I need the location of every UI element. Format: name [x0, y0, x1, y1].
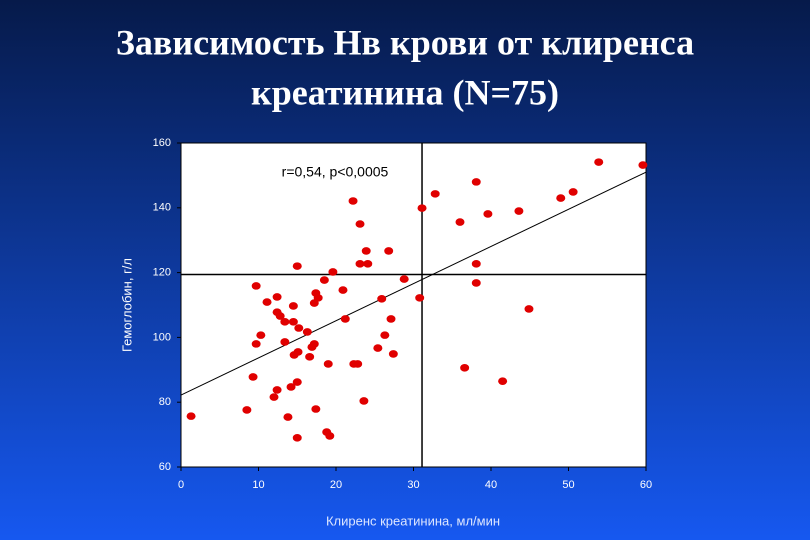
plot-area — [181, 143, 646, 467]
point — [313, 294, 323, 302]
point — [430, 190, 440, 198]
point — [355, 220, 365, 228]
point — [415, 294, 425, 302]
point — [288, 318, 298, 326]
y-tick-label: 60 — [159, 461, 171, 473]
point — [373, 344, 383, 352]
point — [524, 305, 534, 313]
point — [363, 260, 373, 268]
point — [309, 340, 319, 348]
point — [292, 262, 302, 270]
point — [377, 295, 387, 303]
point — [399, 275, 409, 283]
point — [514, 207, 524, 215]
point — [471, 178, 481, 186]
point — [359, 397, 369, 405]
point — [594, 158, 604, 166]
x-tick-label: 30 — [407, 479, 419, 491]
point — [186, 412, 196, 420]
point — [311, 405, 321, 413]
x-tick-label: 20 — [330, 479, 342, 491]
title-line: креатинина (N=75) — [251, 72, 559, 112]
point — [280, 318, 290, 326]
point — [269, 393, 279, 401]
point — [292, 434, 302, 442]
point — [417, 204, 427, 212]
point — [568, 188, 578, 196]
point — [292, 378, 302, 386]
point — [256, 331, 266, 339]
y-tick-label: 140 — [153, 202, 171, 214]
y-axis-title: Гемоглобин, г/л — [119, 258, 134, 352]
x-tick-label: 10 — [252, 479, 264, 491]
point — [288, 302, 298, 310]
point — [319, 276, 329, 284]
point — [353, 360, 363, 368]
point — [248, 373, 258, 381]
point — [251, 340, 261, 348]
point — [340, 315, 350, 323]
x-axis-title: Клиренс креатинина, мл/мин — [326, 513, 500, 528]
point — [242, 406, 252, 414]
y-tick-label: 160 — [153, 137, 171, 149]
title-line: Зависимость Нв крови от клиренса — [116, 22, 694, 62]
point — [483, 210, 493, 218]
point — [355, 260, 365, 268]
point — [361, 247, 371, 255]
point — [294, 324, 304, 332]
point — [338, 286, 348, 294]
point — [305, 353, 315, 361]
point — [280, 338, 290, 346]
point — [283, 413, 293, 421]
point — [286, 383, 296, 391]
point — [455, 218, 465, 226]
x-tick-label: 0 — [178, 479, 184, 491]
point — [275, 312, 285, 320]
point — [638, 161, 648, 169]
point — [328, 268, 338, 276]
point — [325, 432, 335, 440]
point — [293, 348, 303, 356]
y-tick-label: 100 — [153, 331, 171, 343]
point — [498, 377, 508, 385]
point — [302, 328, 312, 336]
x-tick-label: 40 — [485, 479, 497, 491]
point — [471, 260, 481, 268]
point — [384, 247, 394, 255]
y-tick-label: 120 — [153, 267, 171, 279]
point — [388, 350, 398, 358]
point — [380, 331, 390, 339]
x-tick-label: 60 — [640, 479, 652, 491]
x-tick-label: 50 — [562, 479, 574, 491]
y-tick-label: 80 — [159, 396, 171, 408]
point — [471, 279, 481, 287]
point — [262, 298, 272, 306]
annotation: r=0,54, p<0,0005 — [282, 164, 389, 180]
point — [348, 197, 358, 205]
trend-line — [180, 171, 647, 396]
point — [272, 386, 282, 394]
plot-border — [180, 142, 647, 468]
point — [251, 282, 261, 290]
point — [272, 293, 282, 301]
point — [460, 364, 470, 372]
point — [323, 360, 333, 368]
point — [556, 194, 566, 202]
point — [386, 315, 396, 323]
